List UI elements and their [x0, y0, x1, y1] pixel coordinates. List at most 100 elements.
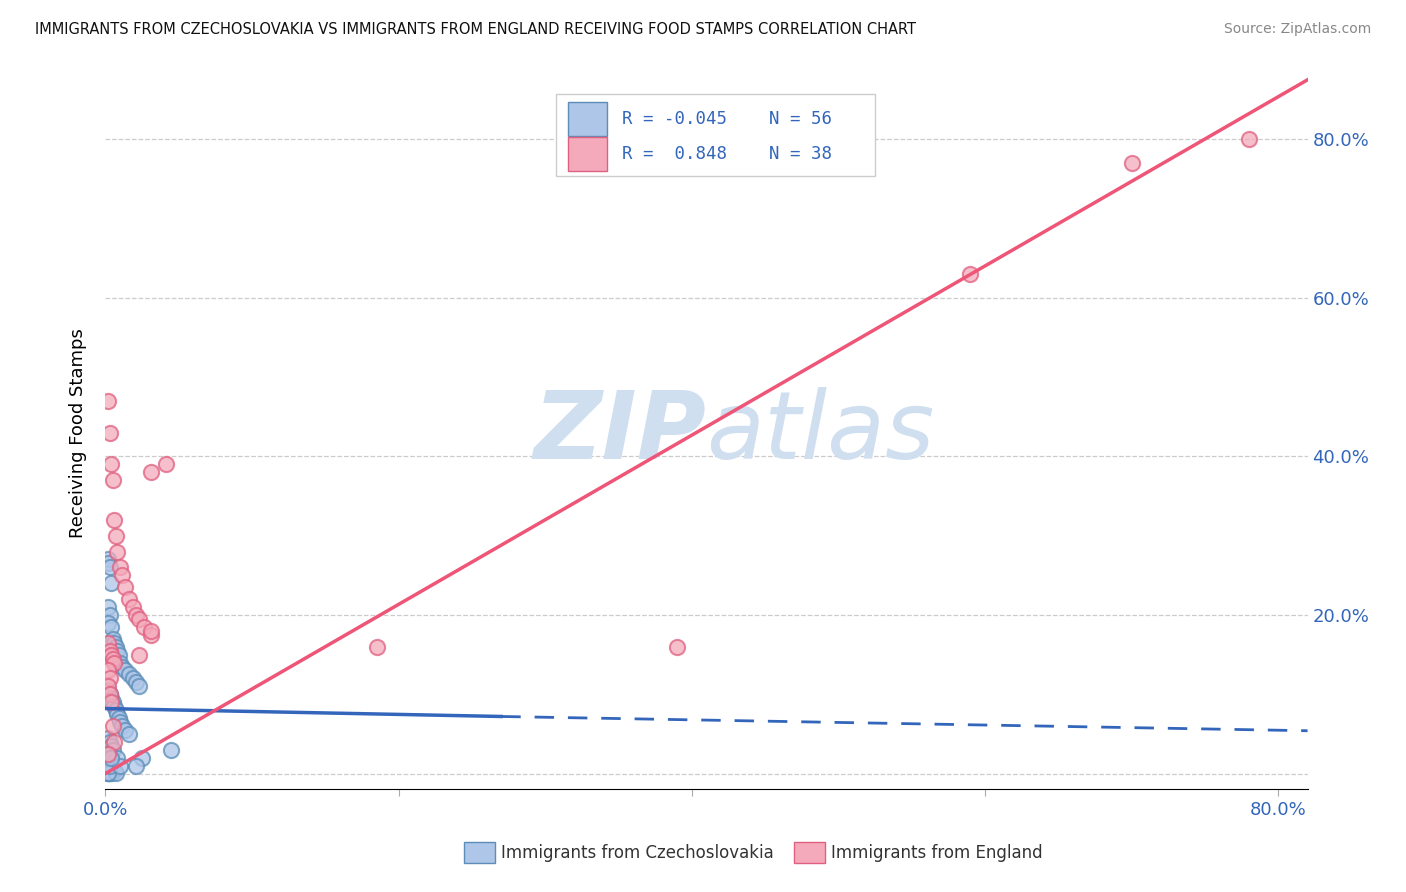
Point [97, 636, 120, 650]
Point [98, 758, 121, 772]
Point [139, 624, 162, 638]
Point [97, 557, 120, 571]
Point [97, 765, 120, 780]
Point [98, 607, 121, 622]
Point [114, 664, 136, 678]
Point [160, 743, 183, 757]
Point [101, 763, 124, 777]
Point [105, 750, 128, 764]
Point [98, 750, 121, 764]
Point [128, 612, 150, 626]
Point [103, 656, 125, 670]
Text: Immigrants from Czechoslovakia: Immigrants from Czechoslovakia [501, 844, 773, 862]
Point [101, 719, 124, 733]
Point [118, 667, 141, 681]
Point [114, 723, 136, 737]
Text: ZIP: ZIP [534, 386, 707, 479]
Point [100, 755, 122, 769]
Point [97, 747, 120, 761]
Point [97, 664, 120, 678]
Point [97, 679, 120, 693]
Point [104, 765, 127, 780]
Point [100, 648, 122, 662]
Point [97, 615, 120, 630]
Point [1237, 132, 1260, 146]
Point [107, 648, 129, 662]
Point [110, 659, 132, 673]
Point [105, 643, 128, 657]
Point [666, 640, 689, 654]
Point [108, 714, 131, 729]
Text: atlas: atlas [707, 387, 935, 478]
Text: R = -0.045    N = 56: R = -0.045 N = 56 [623, 110, 832, 128]
Point [97, 747, 120, 761]
Point [97, 758, 120, 772]
Point [101, 651, 124, 665]
Point [103, 636, 125, 650]
Point [100, 695, 122, 709]
Point [104, 529, 127, 543]
Text: R =  0.848    N = 38: R = 0.848 N = 38 [623, 145, 832, 163]
Point [131, 750, 153, 764]
Point [98, 687, 121, 701]
Point [98, 672, 121, 686]
Point [97, 765, 120, 780]
Point [125, 758, 148, 772]
Point [110, 719, 132, 733]
Point [139, 465, 162, 479]
Point [104, 640, 127, 654]
Point [97, 393, 120, 408]
Point [125, 675, 148, 690]
Point [122, 600, 145, 615]
Point [100, 620, 122, 634]
Point [101, 695, 124, 709]
Point [105, 707, 128, 722]
Point [98, 765, 121, 780]
Point [107, 711, 129, 725]
Point [1121, 156, 1143, 170]
Point [128, 648, 150, 662]
Point [100, 458, 122, 472]
Point [98, 760, 121, 774]
Point [103, 513, 125, 527]
Text: IMMIGRANTS FROM CZECHOSLOVAKIA VS IMMIGRANTS FROM ENGLAND RECEIVING FOOD STAMPS : IMMIGRANTS FROM CZECHOSLOVAKIA VS IMMIGR… [35, 22, 917, 37]
Point [114, 580, 136, 594]
Point [118, 727, 141, 741]
Point [155, 458, 177, 472]
Point [97, 765, 120, 780]
FancyBboxPatch shape [568, 102, 607, 136]
Point [108, 560, 131, 574]
Point [101, 632, 124, 646]
Point [105, 544, 128, 558]
Point [97, 552, 120, 566]
Y-axis label: Receiving Food Stamps: Receiving Food Stamps [69, 327, 87, 538]
FancyBboxPatch shape [557, 94, 875, 176]
Point [101, 743, 124, 757]
Point [366, 640, 388, 654]
Point [108, 758, 131, 772]
Point [103, 699, 125, 714]
Point [97, 683, 120, 698]
Point [100, 576, 122, 591]
Point [101, 473, 124, 487]
Point [122, 672, 145, 686]
Point [98, 425, 121, 440]
Point [97, 600, 120, 615]
Point [98, 560, 121, 574]
Point [100, 691, 122, 706]
Point [97, 731, 120, 745]
Point [959, 267, 981, 281]
Point [125, 607, 148, 622]
Point [139, 628, 162, 642]
Point [100, 765, 122, 780]
Text: Source: ZipAtlas.com: Source: ZipAtlas.com [1223, 22, 1371, 37]
Point [100, 750, 122, 764]
Point [104, 703, 127, 717]
Point [108, 656, 131, 670]
Point [103, 735, 125, 749]
FancyBboxPatch shape [568, 137, 607, 171]
Point [100, 739, 122, 753]
Point [98, 735, 121, 749]
Point [132, 620, 155, 634]
Point [118, 592, 141, 607]
